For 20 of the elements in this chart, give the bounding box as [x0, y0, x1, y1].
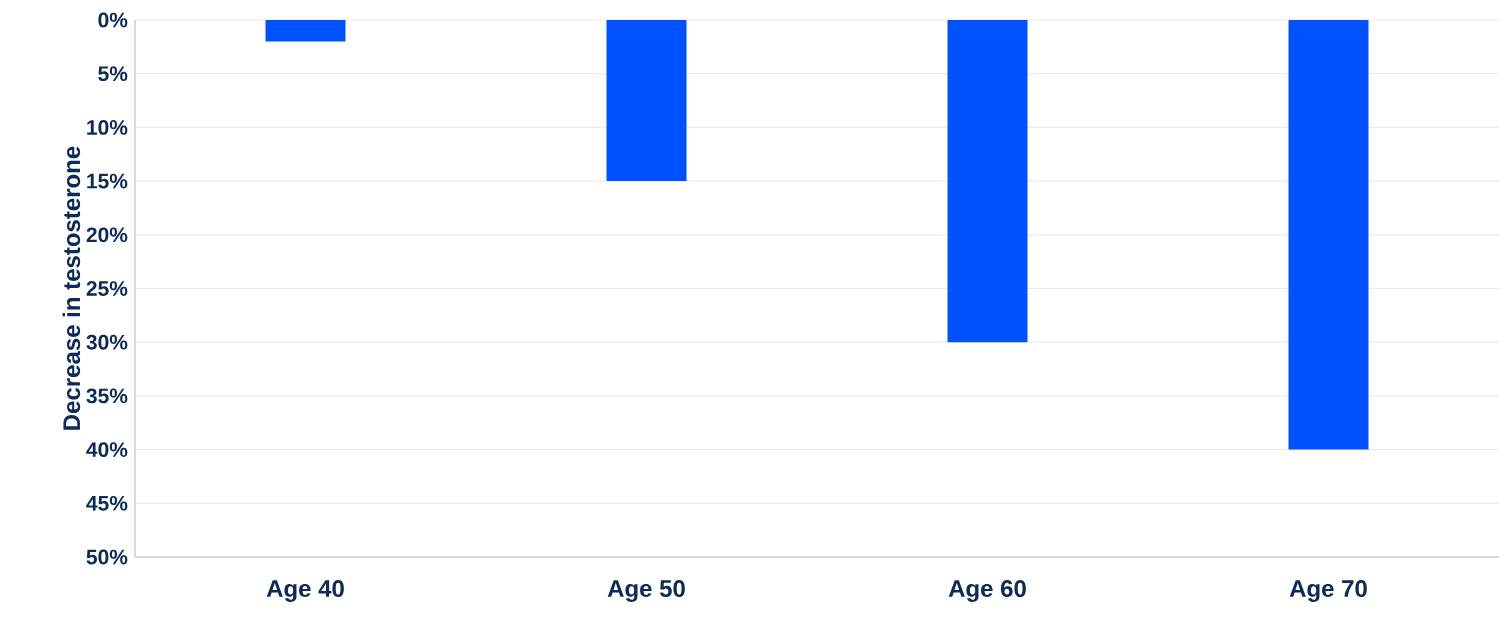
y-tick-label: 20% — [86, 227, 128, 243]
y-tick-label: 15% — [87, 173, 128, 189]
y-tick-label: 50% — [86, 549, 128, 565]
y-tick-label: 25% — [86, 281, 128, 296]
x-tick-label: Age 40 — [266, 580, 344, 602]
y-tick-label: 0% — [98, 12, 128, 28]
y-tick-label: 35% — [86, 388, 128, 404]
x-tick-label: Age 50 — [607, 580, 685, 602]
bar — [1288, 20, 1369, 450]
bar — [265, 20, 346, 42]
y-tick-label: 45% — [86, 495, 128, 511]
y-tick-label: 10% — [87, 119, 128, 135]
y-tick-label: 30% — [86, 334, 128, 350]
y-tick-label: 40% — [86, 442, 128, 458]
x-tick-label: Age 70 — [1289, 580, 1367, 602]
y-axis-title: Decrease in testosterone — [62, 146, 81, 430]
y-tick-label: 5% — [98, 66, 128, 82]
x-tick-label: Age 60 — [948, 580, 1026, 602]
bar — [947, 20, 1028, 343]
bar — [606, 20, 687, 182]
